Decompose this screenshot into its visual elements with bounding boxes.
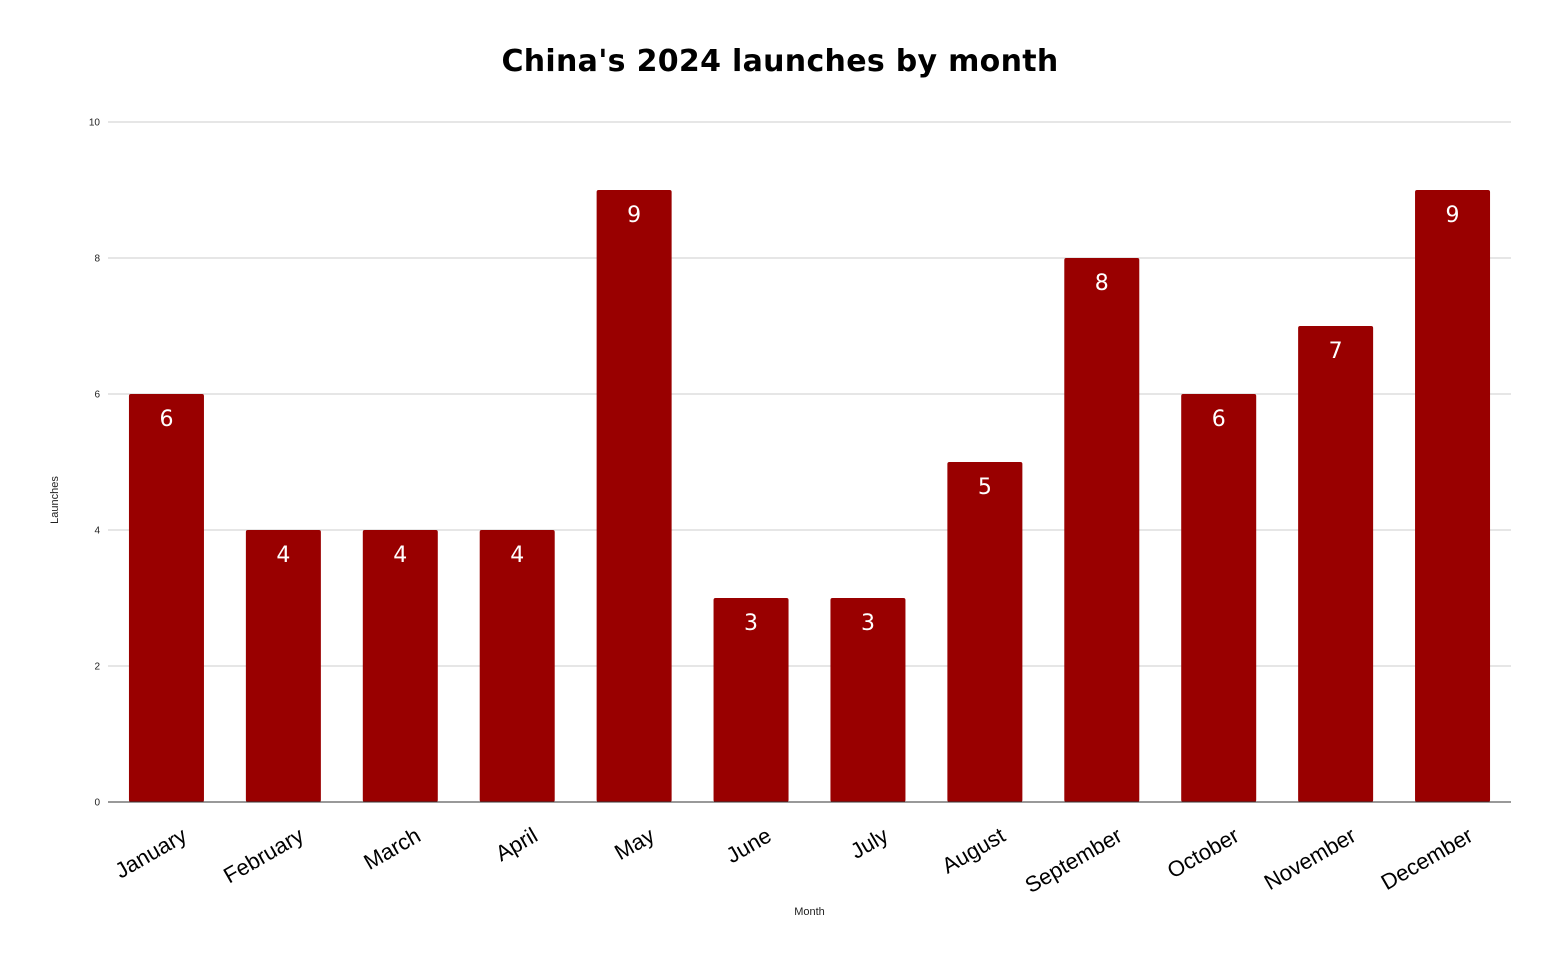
x-axis-ticks: January February March April May June July Augu… — [111, 823, 1477, 898]
x-tick-label: November — [1260, 823, 1360, 895]
bar-january — [128, 394, 204, 802]
x-tick-label: August — [938, 823, 1010, 879]
bar-august — [947, 462, 1023, 802]
y-tick-label: 4 — [94, 526, 100, 537]
y-axis-title: Launches — [49, 476, 61, 524]
x-axis-title: Month — [794, 906, 825, 918]
gridlines — [108, 121, 1511, 667]
bar-september — [1064, 258, 1140, 802]
y-tick-label: 10 — [89, 118, 101, 129]
data-label: 9 — [1446, 203, 1460, 228]
bar-october — [1181, 394, 1257, 802]
bar-june — [713, 598, 789, 802]
x-tick-label: January — [111, 823, 191, 884]
bar-may — [596, 190, 672, 802]
y-tick-label: 6 — [94, 390, 100, 401]
x-tick-label: February — [219, 823, 308, 889]
data-label: 9 — [627, 203, 641, 228]
bars — [128, 190, 1491, 802]
bar-february — [245, 530, 321, 802]
y-tick-label: 2 — [94, 662, 100, 673]
bar-april — [479, 530, 555, 802]
x-tick-label: December — [1377, 823, 1477, 895]
y-tick-label: 8 — [94, 254, 100, 265]
data-labels: 6 4 4 4 9 3 3 5 8 6 7 9 — [159, 203, 1459, 636]
bar-november — [1298, 326, 1374, 802]
x-tick-label: July — [846, 823, 892, 864]
x-tick-label: June — [722, 823, 776, 869]
data-label: 3 — [861, 611, 875, 636]
data-label: 6 — [159, 407, 173, 432]
x-tick-label: May — [610, 823, 658, 865]
data-label: 4 — [510, 543, 524, 568]
data-label: 4 — [393, 543, 407, 568]
x-tick-label: September — [1021, 823, 1127, 898]
data-label: 3 — [744, 611, 758, 636]
y-axis-ticks: 0 2 4 6 8 10 — [89, 118, 101, 809]
bar-march — [362, 530, 438, 802]
y-tick-label: 0 — [94, 798, 100, 809]
data-label: 8 — [1095, 271, 1109, 296]
data-label: 6 — [1212, 407, 1226, 432]
bar-december — [1415, 190, 1491, 802]
x-tick-label: April — [491, 823, 542, 867]
x-tick-label: March — [359, 823, 424, 875]
data-label: 5 — [978, 475, 992, 500]
bar-july — [830, 598, 906, 802]
data-label: 4 — [276, 543, 290, 568]
chart-title: China's 2024 launches by month — [501, 44, 1059, 79]
x-tick-label: October — [1163, 823, 1243, 884]
data-label: 7 — [1329, 339, 1343, 364]
